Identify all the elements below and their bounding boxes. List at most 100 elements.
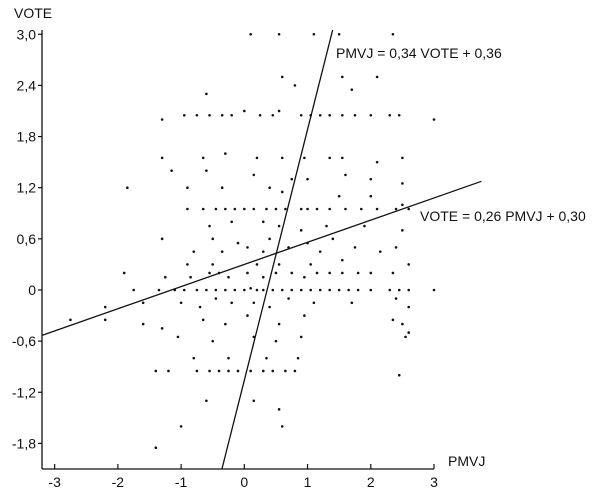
data-point	[404, 335, 407, 339]
data-point	[255, 156, 259, 160]
data-point	[401, 203, 404, 207]
data-point	[186, 207, 189, 211]
data-point	[299, 113, 303, 117]
data-point	[220, 186, 224, 189]
data-point	[397, 373, 401, 377]
data-point	[432, 118, 436, 121]
data-point	[201, 318, 205, 322]
data-point	[388, 113, 392, 117]
data-point	[255, 288, 259, 292]
data-point	[306, 177, 309, 181]
data-point	[293, 84, 297, 87]
data-point	[186, 186, 189, 189]
data-point	[397, 113, 401, 117]
data-point	[224, 152, 227, 155]
regression-line-pmvj-on-vote	[221, 29, 334, 470]
data-point	[375, 207, 379, 211]
data-point	[274, 339, 278, 343]
data-point	[227, 369, 230, 373]
data-point	[236, 241, 240, 245]
data-point	[280, 75, 284, 79]
x-tick-label: 0	[240, 474, 248, 490]
data-point	[318, 288, 322, 292]
data-point	[195, 288, 199, 292]
data-point	[363, 224, 366, 228]
data-point	[261, 250, 265, 253]
data-point	[312, 32, 316, 36]
x-tick-label: -3	[48, 474, 61, 490]
data-point	[192, 250, 196, 253]
y-tick-label: -1,8	[12, 435, 36, 451]
data-point	[315, 271, 319, 275]
data-point	[182, 288, 186, 292]
data-point	[243, 207, 246, 211]
data-point	[252, 173, 256, 177]
y-tick-label: -0,6	[12, 333, 36, 349]
data-point	[328, 288, 331, 292]
data-point	[344, 173, 347, 177]
data-point	[69, 318, 72, 322]
data-point	[401, 182, 404, 185]
data-point	[356, 288, 360, 292]
data-point	[214, 207, 218, 211]
data-point	[277, 224, 281, 228]
y-tick-label: 3,0	[17, 26, 37, 42]
data-point	[350, 301, 354, 305]
data-point	[205, 92, 208, 96]
data-point	[325, 224, 328, 228]
data-point	[369, 177, 373, 181]
data-point	[141, 301, 145, 305]
data-point	[179, 425, 183, 428]
data-point	[195, 113, 199, 117]
data-point	[303, 275, 306, 279]
data-point	[208, 369, 211, 373]
data-point	[328, 156, 331, 160]
data-point	[299, 288, 303, 292]
x-tick-label: -2	[112, 474, 125, 490]
x-tick-label: 2	[367, 474, 375, 490]
data-point	[407, 207, 411, 211]
data-point	[303, 156, 306, 160]
data-point	[246, 314, 249, 317]
x-tick-label: 3	[430, 474, 438, 490]
data-point	[290, 288, 294, 292]
data-point	[341, 113, 344, 117]
data-point	[230, 301, 233, 305]
data-point	[331, 237, 335, 241]
data-point	[309, 288, 313, 292]
data-point	[274, 271, 278, 275]
data-point	[341, 258, 344, 262]
data-point	[394, 297, 398, 300]
data-point	[233, 207, 237, 211]
data-point	[214, 297, 218, 300]
data-point	[246, 271, 249, 275]
data-point	[195, 369, 199, 373]
data-point	[290, 271, 294, 275]
x-tick-label: -1	[175, 474, 188, 490]
data-point	[154, 446, 158, 449]
data-point	[205, 288, 208, 292]
data-point	[243, 288, 246, 292]
data-point	[347, 288, 350, 292]
data-point	[157, 288, 161, 292]
data-point	[369, 288, 373, 292]
data-point	[369, 194, 373, 198]
data-point	[224, 322, 227, 326]
data-point	[356, 271, 360, 275]
data-point	[274, 207, 278, 211]
data-point	[252, 207, 256, 211]
regression-lines	[41, 29, 482, 470]
data-point	[344, 207, 347, 211]
data-point	[230, 113, 233, 117]
data-point	[201, 156, 205, 160]
data-point	[296, 356, 300, 360]
data-point	[205, 399, 208, 403]
data-point	[230, 220, 233, 224]
y-tick-label: 2,4	[17, 77, 37, 93]
data-point	[328, 207, 331, 211]
data-point	[179, 301, 183, 305]
data-point	[353, 113, 357, 117]
data-point	[388, 288, 392, 292]
data-point	[341, 271, 344, 275]
